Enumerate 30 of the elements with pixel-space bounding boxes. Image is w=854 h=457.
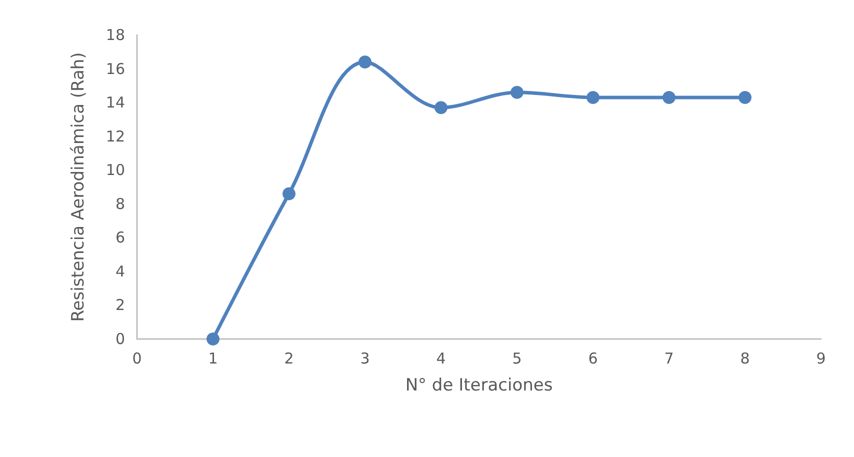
x-tick-label: 0 [132, 350, 142, 368]
point [434, 101, 448, 114]
y-tick-label: 14 [106, 94, 125, 112]
x-tick-label: 9 [816, 350, 826, 368]
y-tick-label: 4 [115, 262, 125, 280]
y-tick-label: 6 [115, 228, 125, 247]
x-tick-label: 7 [664, 350, 674, 368]
x-tick-label: 1 [208, 350, 218, 368]
point [586, 90, 600, 104]
x-tick-label: 4 [436, 350, 446, 368]
point [206, 332, 220, 346]
y-tick-label: 2 [115, 296, 125, 314]
x-tick-label: 3 [360, 350, 370, 368]
y-axis-title: Resistencia Aerodinámica (Rah) [68, 52, 88, 322]
x-tick-label: 5 [512, 350, 522, 368]
point [738, 90, 752, 104]
y-tick-label: 18 [106, 26, 125, 44]
x-axis-title: N° de Iteraciones [405, 376, 553, 396]
y-tick-label: 12 [106, 127, 125, 146]
y-tick-label: 8 [115, 194, 125, 213]
point [282, 187, 296, 200]
point [358, 56, 372, 69]
point [510, 86, 524, 99]
x-tick-label: 8 [740, 350, 750, 368]
x-tick-label: 6 [588, 350, 598, 368]
y-tick-label: 16 [106, 60, 125, 78]
y-tick-label: 10 [106, 161, 125, 180]
point [662, 90, 676, 104]
x-tick-label: 2 [284, 350, 294, 368]
y-tick-label: 0 [115, 330, 125, 348]
